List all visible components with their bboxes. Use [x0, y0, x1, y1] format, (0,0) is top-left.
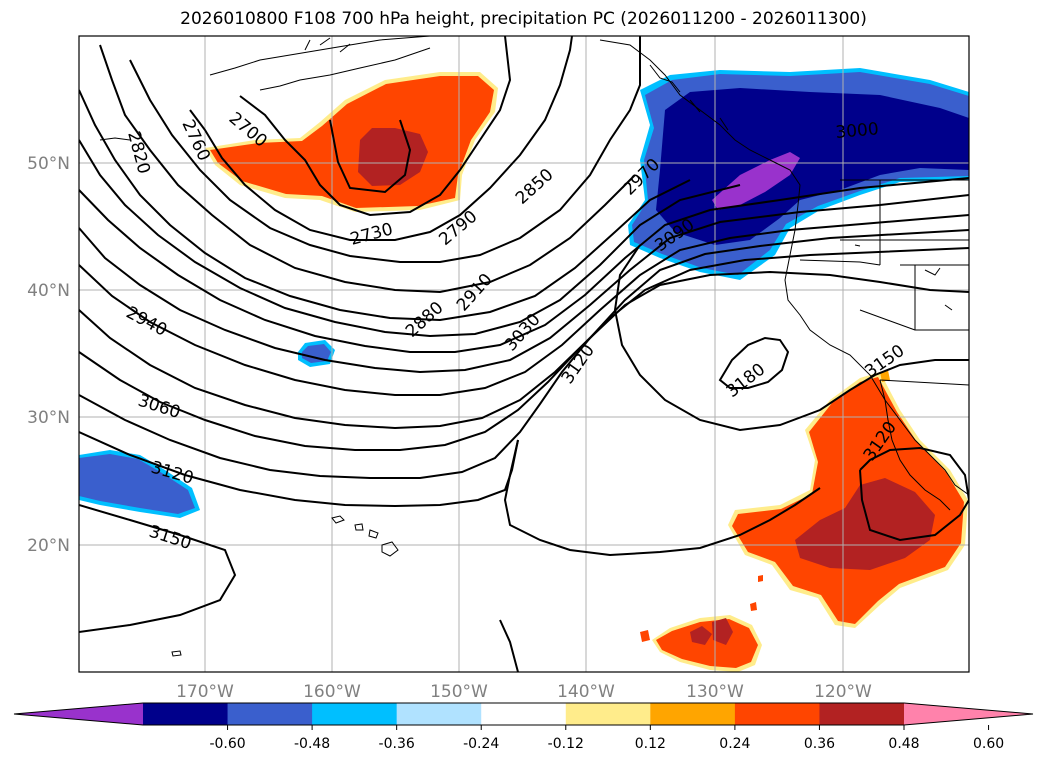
lat-tick: 20°N: [27, 536, 70, 556]
colorbar-tick-label: -0.36: [379, 736, 415, 752]
lat-tick: 40°N: [27, 281, 70, 301]
colorbar-segment: [396, 703, 482, 725]
colorbar-extend-left: [14, 703, 143, 725]
map-frame: [78, 35, 970, 673]
colorbar-extend-right: [904, 703, 1033, 725]
colorbar-segment: [565, 703, 651, 725]
map-title: 2026010800 F108 700 hPa height, precipit…: [180, 9, 867, 29]
precip-strong-gulf-of-alaska: [358, 128, 428, 186]
colorbar-tick-label: 0.12: [635, 736, 666, 752]
colorbar-tick-label: 0.60: [973, 736, 1004, 752]
map-area: 2700 2760 2820 2730 2790 2850 2880 2910 …: [79, 36, 969, 672]
lon-tick: 150°W: [430, 682, 488, 702]
height-contours: [79, 36, 969, 672]
colorbar-tick-label: 0.36: [804, 736, 835, 752]
lon-tick: 160°W: [303, 682, 361, 702]
colorbar-segment: [143, 703, 229, 725]
precip-strong-negative: [712, 152, 800, 210]
lon-tick: 170°W: [176, 682, 234, 702]
lon-tick: 130°W: [686, 682, 744, 702]
coastlines: [99, 36, 969, 657]
colorbar-tick-label: -0.48: [294, 736, 330, 752]
colorbar-segment: [312, 703, 398, 725]
colorbar-tick-label: 0.24: [719, 736, 750, 752]
colorbar-segment: [819, 703, 905, 725]
precip-strong-mexico: [795, 478, 935, 570]
colorbar-segment: [227, 703, 313, 725]
colorbar-tick-label: -0.12: [548, 736, 584, 752]
lon-tick: 120°W: [814, 682, 872, 702]
longitude-ticks: 170°W 160°W 150°W 140°W 130°W 120°W: [176, 682, 872, 702]
graticule: [79, 36, 969, 672]
contour-label-3000: 3000: [835, 119, 880, 143]
colorbar: -0.60 -0.48 -0.36 -0.24 -0.12 0.12 0.24 0.36 0.4…: [13, 702, 1034, 752]
colorbar-tick-label: -0.24: [463, 736, 499, 752]
colorbar-segment: [481, 703, 567, 725]
lon-tick: 140°W: [557, 682, 615, 702]
colorbar-tick-label: -0.60: [209, 736, 245, 752]
latitude-ticks: 50°N 40°N 30°N 20°N: [27, 154, 70, 556]
lat-tick: 50°N: [27, 154, 70, 174]
lat-tick: 30°N: [27, 408, 70, 428]
colorbar-tick-label: 0.48: [888, 736, 919, 752]
colorbar-segment: [650, 703, 736, 725]
colorbar-segment: [734, 703, 820, 725]
